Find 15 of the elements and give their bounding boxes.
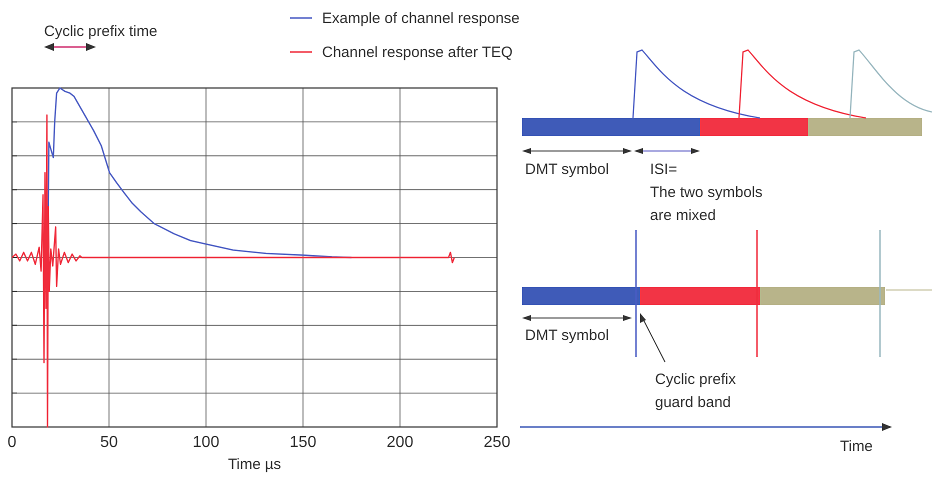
x-tick-label: 200 (386, 434, 414, 451)
x-tick-label: 150 (290, 434, 316, 451)
text: Cyclic prefix guard band (655, 371, 736, 411)
text: Time (840, 438, 873, 455)
text: Cyclic prefix time (44, 23, 158, 40)
x-axis-title: Time µs (228, 456, 282, 473)
text: DMT symbol (525, 327, 609, 344)
x-tick-label: 0 (8, 434, 17, 451)
x-tick-label: 250 (484, 434, 510, 451)
legend-label: Channel response after TEQ (322, 44, 513, 61)
text: ISI= The two symbols are mixed (650, 161, 763, 224)
legend-label: Example of channel response (322, 10, 520, 27)
x-tick-label: 100 (192, 434, 220, 451)
x-tick-label: 50 (100, 434, 118, 451)
text: DMT symbol (525, 161, 609, 178)
